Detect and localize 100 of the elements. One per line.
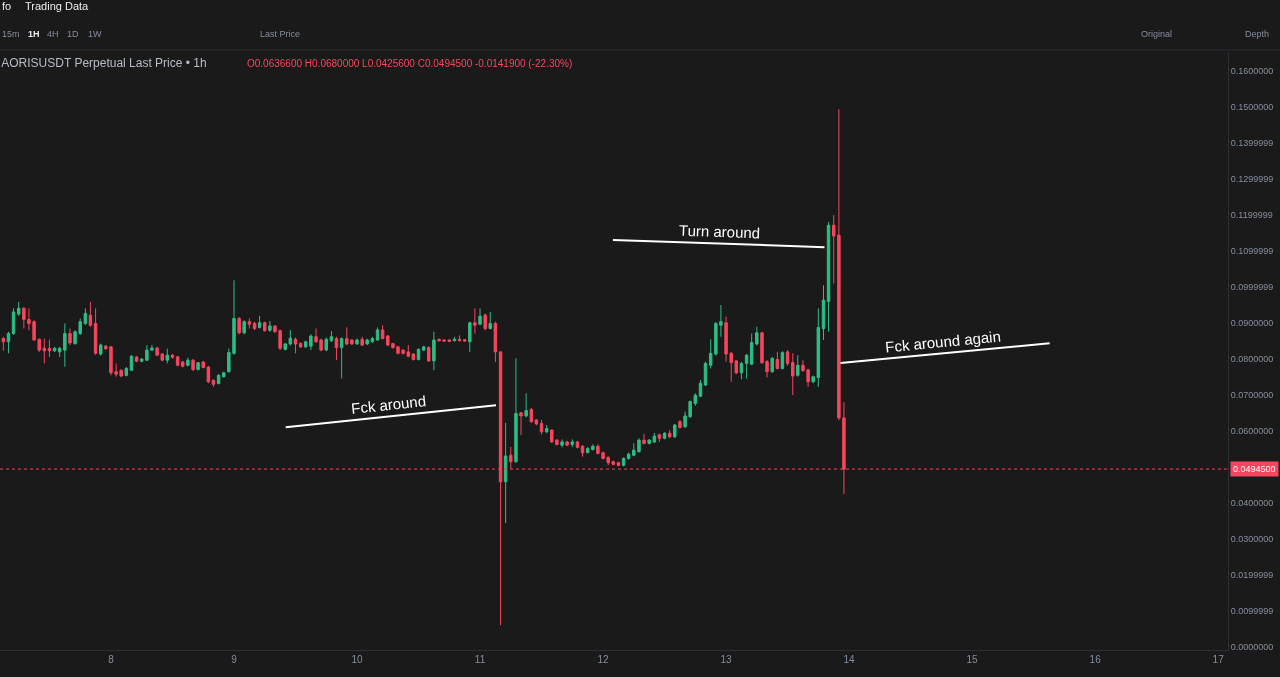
candlestick — [473, 307, 477, 335]
candlestick — [324, 337, 328, 352]
x-tick-label: 15 — [966, 654, 979, 665]
x-tick-label: 11 — [474, 654, 486, 665]
candlestick — [514, 357, 518, 464]
candlestick — [298, 343, 303, 349]
candlestick — [88, 301, 93, 328]
candlestick — [678, 419, 682, 430]
candlestick — [468, 321, 472, 353]
annotation: Fck around — [350, 392, 427, 417]
text: 1H — [28, 29, 40, 39]
candlestick — [355, 338, 359, 346]
x-tick-label: 10 — [351, 654, 364, 665]
candlestick — [770, 356, 774, 374]
candlestick — [339, 337, 344, 380]
candlestick — [826, 221, 831, 333]
candlestick — [186, 357, 190, 367]
candlestick — [360, 336, 364, 347]
text: Original — [1141, 29, 1173, 39]
candlestick — [191, 358, 195, 372]
candlestick — [462, 338, 467, 343]
y-tick-label: 0.1099999 — [1230, 246, 1274, 257]
candlestick — [667, 429, 672, 439]
candlestick — [785, 349, 790, 367]
candlestick — [6, 331, 11, 354]
candlestick — [739, 361, 744, 380]
candlestick — [483, 312, 487, 331]
candlestick — [242, 319, 246, 335]
candlestick — [222, 371, 226, 378]
y-tick-label: 0.0099999 — [1230, 606, 1274, 617]
candlestick — [478, 307, 482, 326]
x-tick-label: 12 — [597, 654, 610, 665]
text: fo — [2, 0, 12, 12]
candlestick — [421, 345, 426, 351]
candlestick — [247, 317, 252, 329]
candlestick — [93, 307, 98, 356]
y-tick-label: 0.0000000 — [1230, 642, 1274, 653]
text: Last Price — [260, 29, 301, 39]
candlestick — [68, 328, 72, 346]
text: O0.0636600 H0.0680000 L0.0425600 C0.0494500 -0.0141900 (-22.30%) — [247, 58, 573, 69]
candlestick — [293, 337, 298, 354]
candlestick — [263, 321, 267, 333]
y-tick-label: 0.0700000 — [1230, 390, 1274, 401]
y-tick-label: 0.1500000 — [1230, 102, 1274, 113]
candlestick — [580, 444, 585, 458]
ref-line-label: 0.0494500 — [1233, 464, 1276, 474]
candlestick — [11, 307, 16, 336]
text: Depth — [1245, 29, 1270, 39]
candlestick — [237, 316, 241, 335]
y-tick-label: 0.0999999 — [1230, 282, 1274, 293]
y-tick-label: 0.0300000 — [1230, 534, 1274, 545]
candlestick — [565, 441, 569, 447]
y-tick-label: 0.0400000 — [1230, 498, 1274, 509]
candlestick — [519, 412, 523, 436]
candlestick — [775, 351, 780, 371]
candlestick — [47, 339, 52, 358]
candlestick — [524, 392, 528, 418]
y-tick-label: 0.0900000 — [1230, 318, 1274, 329]
y-tick-label: 0.1299999 — [1230, 174, 1274, 185]
candlestick — [170, 354, 175, 360]
text: 15m — [2, 29, 20, 39]
x-tick-label: 9 — [231, 654, 238, 665]
candlestick — [457, 334, 462, 342]
candlestick — [268, 320, 272, 333]
candlestick — [196, 361, 200, 372]
x-tick-label: 13 — [720, 654, 733, 665]
candlestick — [211, 378, 216, 388]
x-tick-label: 14 — [843, 654, 856, 665]
candlestick — [570, 438, 575, 448]
annotation: Turn around — [678, 221, 761, 242]
candlestick — [796, 354, 800, 378]
candlestick — [821, 284, 826, 341]
candlestick — [503, 422, 508, 524]
text: 1D — [67, 29, 80, 39]
candlestick — [365, 338, 369, 346]
candlestick — [375, 326, 380, 342]
y-tick-label: 0.1199999 — [1230, 210, 1273, 221]
text: Trading Data — [25, 0, 90, 12]
candlestick — [493, 321, 498, 363]
candlestick — [432, 331, 436, 371]
chart-title: AORISUSDT Perpetual Last Price • 1h — [1, 56, 207, 71]
annotation: Fck around again — [884, 327, 1002, 356]
candlestick — [16, 301, 21, 317]
candlestick — [488, 311, 492, 331]
candlestick — [334, 336, 339, 361]
candlestick — [529, 407, 534, 424]
x-tick-label: 8 — [108, 654, 115, 665]
text: 1W — [88, 29, 103, 39]
candlestick — [560, 438, 564, 448]
candlestick — [380, 324, 385, 340]
candlestick — [544, 424, 549, 433]
candlestick — [1, 336, 6, 352]
y-tick-label: 0.1600000 — [1230, 66, 1274, 77]
candlestick — [673, 423, 677, 439]
candlestick — [257, 315, 262, 329]
y-tick-label: 0.0800000 — [1230, 354, 1274, 365]
candlestick — [329, 330, 334, 343]
candlestick — [201, 360, 205, 369]
x-tick-label: 16 — [1089, 654, 1102, 665]
y-tick-label: 0.0199999 — [1230, 570, 1274, 581]
